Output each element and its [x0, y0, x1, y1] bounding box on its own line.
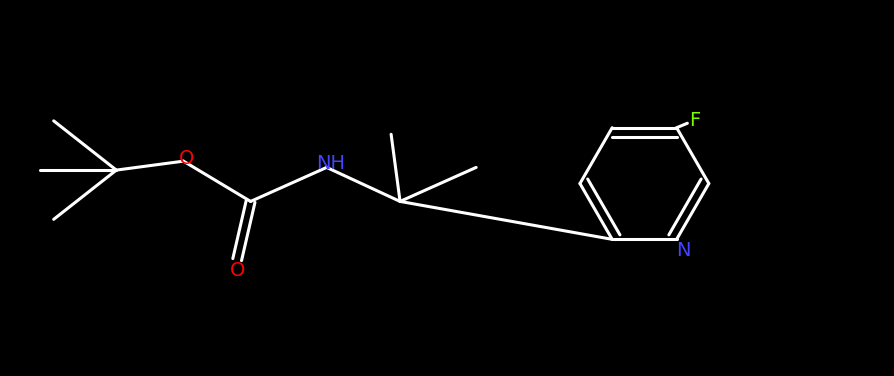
Text: O: O — [229, 261, 245, 280]
Text: NH: NH — [316, 154, 344, 173]
Text: O: O — [178, 149, 194, 168]
Text: F: F — [688, 111, 699, 130]
Text: N: N — [676, 241, 690, 259]
